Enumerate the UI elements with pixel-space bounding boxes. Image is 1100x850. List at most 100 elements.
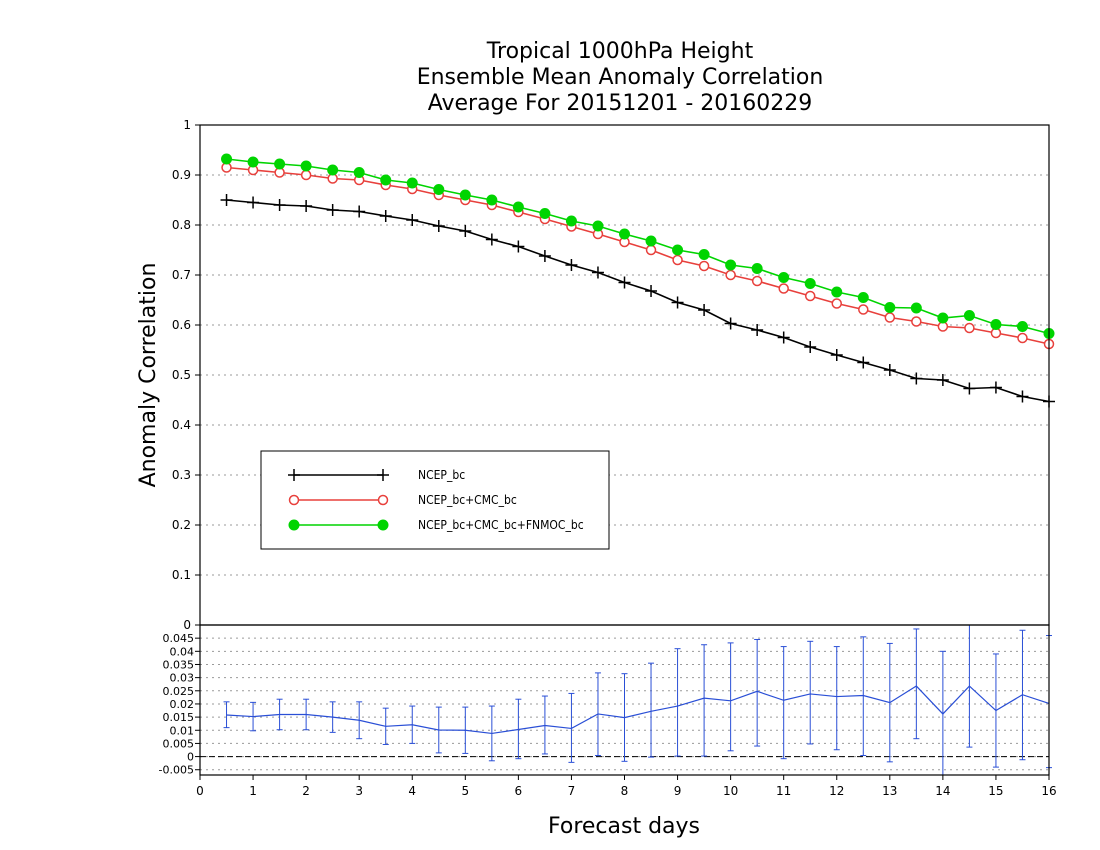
chart-title-line-3: Average For 20151201 - 20160229 [428, 91, 813, 116]
series-3-point [963, 310, 975, 321]
lower-y-tick-label: 0.045 [163, 632, 195, 645]
series-3-point [910, 302, 922, 314]
series-3-point [221, 153, 233, 165]
series-1-point [591, 266, 604, 279]
error-bar [913, 628, 920, 740]
error-bar [833, 646, 840, 751]
series-3-point [672, 244, 684, 256]
upper-y-tick-label: 0.7 [172, 268, 191, 282]
x-tick-label: 8 [621, 784, 629, 798]
legend-label: NCEP_bc+CMC_bc [418, 493, 517, 507]
legend-item-3: NCEP_bc+CMC_bc+FNMOC_bc [288, 518, 584, 532]
series-2-point [831, 298, 842, 309]
series-3-point [539, 208, 551, 219]
series-3-point [778, 272, 790, 283]
error-bar [303, 698, 310, 731]
series-line-1 [226, 199, 1050, 403]
series-1-point [379, 210, 392, 222]
lower-y-tick-label: 0.01 [170, 724, 195, 737]
series-3-point [459, 189, 471, 201]
upper-y-tick-label: 0.1 [172, 568, 191, 582]
series-1-point [698, 304, 711, 316]
series-2-point [778, 283, 789, 294]
series-1-point [565, 259, 578, 271]
series-2-point [751, 275, 763, 287]
series-1-point [963, 382, 976, 395]
error-bar [409, 705, 416, 744]
legend-item-1: NCEP_bc [288, 468, 465, 482]
error-bar [276, 698, 283, 731]
legend-marker [377, 494, 389, 506]
axes: 00.10.20.30.40.50.60.70.80.91-0.00500.00… [159, 118, 1057, 798]
lower-y-tick-label: 0.03 [170, 672, 195, 685]
lower-y-tick-label: 0.015 [163, 711, 195, 724]
lower-y-tick-label: -0.005 [159, 764, 194, 777]
lower-y-tick-label: 0.005 [163, 737, 195, 750]
error-bar [701, 644, 708, 757]
series-1-point [247, 196, 260, 209]
upper-y-tick-label: 0.5 [172, 368, 191, 382]
series-2-point [804, 290, 816, 302]
series-1-point [857, 356, 870, 369]
x-tick-label: 2 [302, 784, 310, 798]
series-1-point [326, 204, 339, 216]
series-1-point [804, 341, 817, 353]
y-axis-title: Anomaly Correlation [136, 263, 161, 488]
difference-line [226, 685, 1050, 735]
series-1-point [220, 194, 233, 206]
series-3-point [645, 235, 657, 247]
series-3-point [565, 215, 577, 227]
legend-marker [377, 519, 389, 531]
legend-marker [288, 519, 300, 531]
series-3-point [327, 164, 339, 176]
error-bar [356, 701, 363, 740]
series-3-point [300, 160, 312, 172]
error-bar [727, 642, 734, 752]
series-1-point [273, 199, 286, 211]
series-3-point [857, 292, 869, 303]
error-bar [462, 706, 469, 754]
series-1-point [989, 381, 1002, 394]
upper-y-tick-label: 0.3 [172, 468, 191, 482]
legend-marker [377, 469, 389, 481]
series-2-point [964, 322, 975, 334]
error-bar [1019, 629, 1026, 761]
x-tick-label: 5 [461, 784, 469, 798]
series-1-point [538, 250, 551, 262]
series-2-point [884, 312, 896, 323]
x-tick-label: 16 [1041, 784, 1056, 798]
error-bar [754, 638, 761, 747]
legend-marker [288, 469, 300, 481]
x-tick-label: 7 [568, 784, 576, 798]
series-3-point [1016, 321, 1028, 332]
series-2-point [911, 316, 922, 327]
series-1-point [751, 324, 764, 336]
error-bar [435, 706, 442, 754]
lower-y-tick-label: 0.035 [163, 658, 195, 671]
upper-y-tick-label: 0.4 [172, 418, 191, 432]
error-bar [860, 636, 867, 757]
series-1-point [777, 331, 790, 344]
error-bar [594, 672, 601, 757]
series-2-point [1017, 332, 1028, 344]
series-3-point [884, 302, 896, 313]
chart-title-line-1: Tropical 1000hPa Height [486, 39, 754, 64]
error-bar [674, 648, 681, 757]
series-3-point [433, 184, 445, 195]
error-bar [568, 692, 575, 763]
error-bar [488, 705, 495, 762]
upper-panel-series [220, 153, 1055, 408]
error-bar [992, 653, 999, 768]
series-1-point [936, 374, 949, 386]
legend-item-2: NCEP_bc+CMC_bc [288, 493, 517, 507]
x-tick-label: 3 [355, 784, 363, 798]
series-3-point [831, 286, 843, 298]
legend: NCEP_bc NCEP_bc+CMC_bc NCEP_bc+CMC_bc+FNMO… [260, 450, 610, 550]
x-tick-label: 14 [935, 784, 950, 798]
series-3-point [990, 319, 1002, 330]
series-3-point [751, 263, 763, 274]
series-2-point [725, 269, 736, 281]
series-3-point [937, 312, 949, 324]
upper-y-tick-label: 1 [183, 118, 191, 132]
error-bar [515, 698, 522, 760]
